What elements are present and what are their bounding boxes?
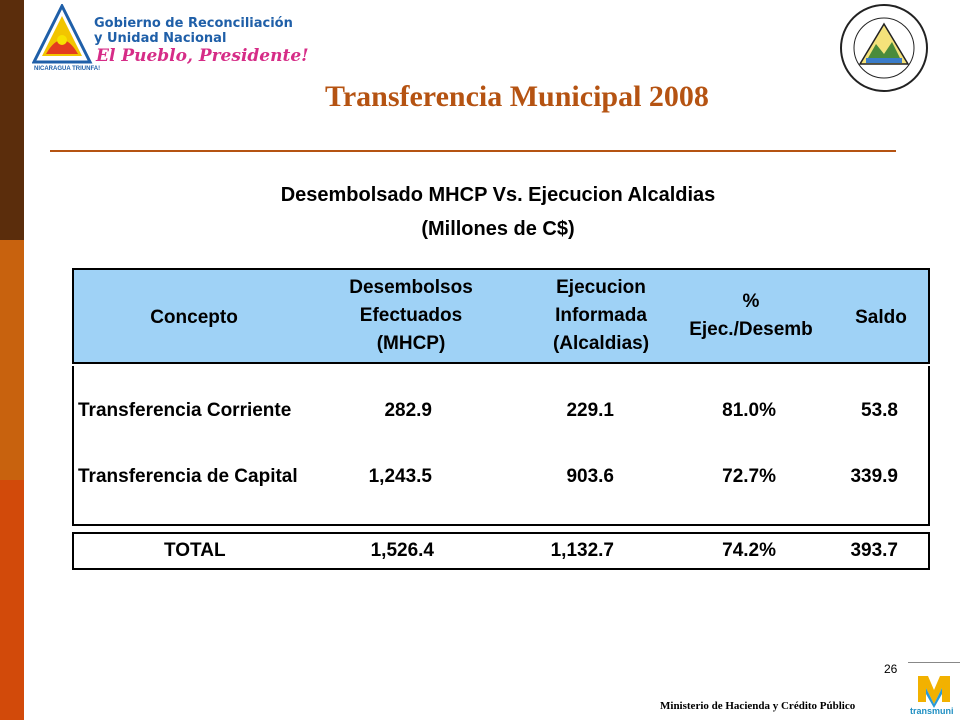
header-porcentaje: % Ejec./Desemb	[676, 288, 826, 344]
row1-concepto: Transferencia Corriente	[78, 400, 292, 421]
header-ejecucion: Ejecucion Informada (Alcaldias)	[526, 274, 676, 358]
slide-title: Transferencia Municipal 2008	[325, 80, 709, 113]
slogan: El Pueblo, Presidente!	[96, 46, 309, 66]
page-number: 26	[884, 662, 898, 676]
footer-divider	[908, 662, 960, 663]
header-saldo-label: Saldo	[855, 307, 907, 328]
transmuni-logo-icon	[918, 676, 950, 708]
header-porcentaje-line2: Ejec./Desemb	[689, 319, 813, 340]
table-heading: Desembolsado MHCP Vs. Ejecucion Alcaldia…	[280, 184, 716, 206]
row1-saldo: 53.8	[861, 400, 898, 421]
header-saldo: Saldo	[836, 304, 926, 332]
header-ejecucion-line3: (Alcaldias)	[552, 333, 650, 354]
table-units: (Millones de C$)	[421, 218, 575, 240]
header-desembolsos-line3: (MHCP)	[376, 333, 446, 354]
header-ejecucion-line2: Informada	[555, 305, 647, 326]
header-ejecucion-line1: Ejecucion	[556, 277, 646, 298]
header-porcentaje-line1: %	[742, 291, 760, 312]
total-ejecucion: 1,132.7	[550, 540, 614, 561]
government-name-line2: y Unidad Nacional	[94, 31, 227, 46]
row1-ejecucion: 229.1	[566, 400, 614, 421]
header-concepto-label: Concepto	[150, 307, 238, 328]
row2-porcentaje: 72.7%	[722, 466, 776, 487]
table-total-row: TOTAL 1,526.4 1,132.7 74.2% 393.7	[72, 532, 930, 570]
header-desembolsos: Desembolsos Efectuados (MHCP)	[336, 274, 486, 358]
row2-saldo: 339.9	[850, 466, 898, 487]
title-divider	[50, 150, 896, 152]
government-logo: Gobierno de Reconciliación y Unidad Naci…	[32, 4, 309, 76]
national-seal-icon	[840, 4, 928, 92]
left-band-top	[0, 0, 24, 240]
transmuni-label: transmuni	[910, 706, 954, 716]
total-concepto: TOTAL	[164, 540, 226, 561]
government-name-line1: Gobierno de Reconciliación	[94, 16, 293, 31]
logo-caption: NICARAGUA TRIUNFA!	[34, 66, 101, 72]
row2-desembolsos: 1,243.5	[368, 466, 432, 487]
table-body: Transferencia Corriente 282.9 229.1 81.0…	[72, 366, 930, 526]
table-header-row: Concepto Desembolsos Efectuados (MHCP) E…	[72, 268, 930, 364]
row1-porcentaje: 81.0%	[722, 400, 776, 421]
row2-concepto: Transferencia de Capital	[78, 466, 298, 487]
total-saldo: 393.7	[850, 540, 898, 561]
triangle-emblem-icon	[32, 4, 93, 64]
header-desembolsos-line2: Efectuados	[359, 305, 463, 326]
total-desembolsos: 1,526.4	[370, 540, 434, 561]
left-band-middle	[0, 240, 24, 480]
row1-desembolsos: 282.9	[384, 400, 432, 421]
left-band-bottom	[0, 480, 24, 720]
row2-ejecucion: 903.6	[566, 466, 614, 487]
ministry-name: Ministerio de Hacienda y Crédito Público	[660, 700, 856, 712]
header-concepto: Concepto	[134, 304, 254, 332]
total-porcentaje: 74.2%	[722, 540, 776, 561]
header-desembolsos-line1: Desembolsos	[349, 277, 473, 298]
